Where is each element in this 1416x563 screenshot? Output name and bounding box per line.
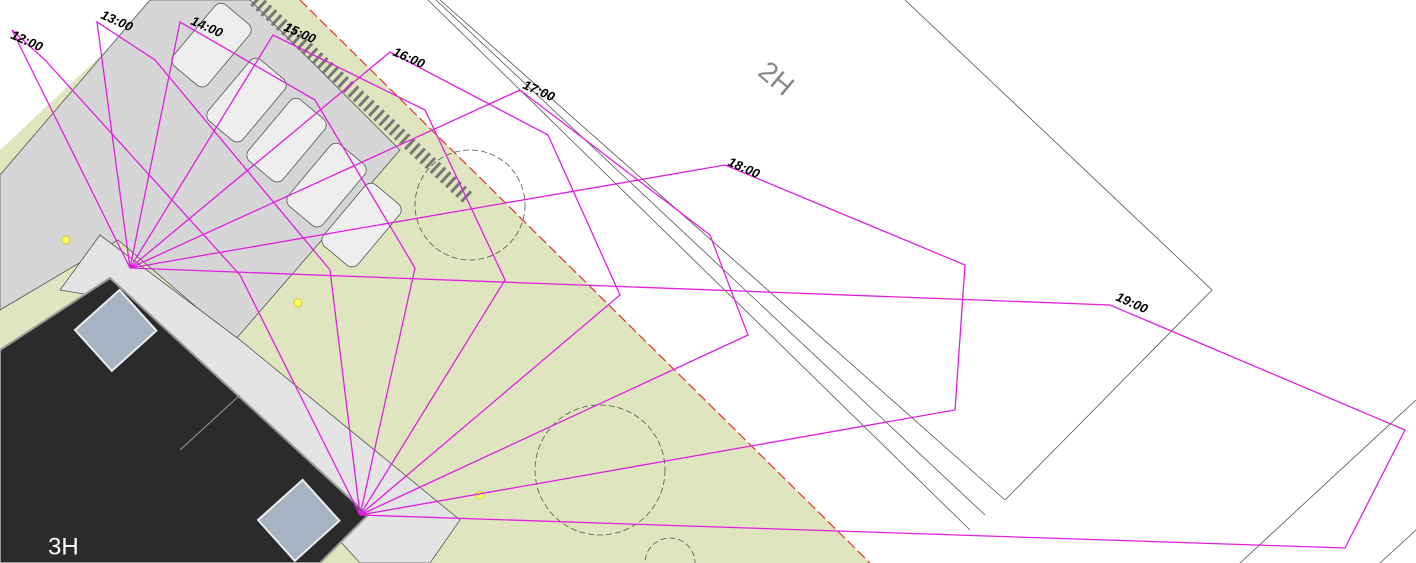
skylights xyxy=(73,288,341,563)
lamps xyxy=(61,235,485,500)
building-label: 2H xyxy=(753,55,800,102)
building-right xyxy=(427,0,1416,563)
terrace xyxy=(59,234,461,563)
time-label: 13:00 xyxy=(99,7,136,35)
time-label: 17:00 xyxy=(521,77,558,105)
time-label: 18:00 xyxy=(726,154,763,182)
boundary xyxy=(299,0,871,563)
building-label: 3H xyxy=(48,533,79,560)
time-label: 12:00 xyxy=(9,27,46,55)
time-label: 16:00 xyxy=(391,44,428,72)
building-divider xyxy=(179,394,241,451)
paving xyxy=(0,0,401,341)
parking-stalls xyxy=(171,2,402,268)
time-label: 19:00 xyxy=(1114,289,1151,317)
shadow-outlines xyxy=(11,20,1406,549)
trees xyxy=(414,149,696,563)
